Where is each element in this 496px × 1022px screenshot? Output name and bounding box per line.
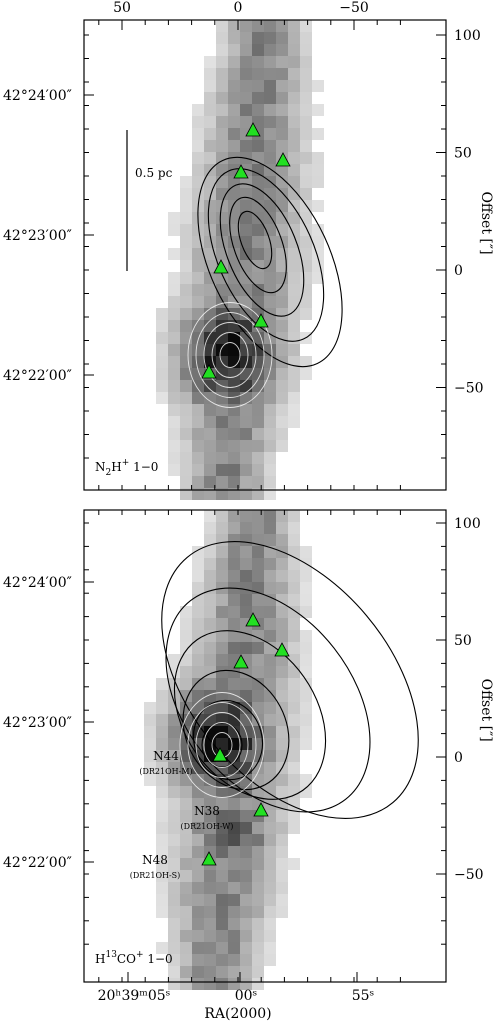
x-axis-label: RA(2000) bbox=[204, 1006, 271, 1022]
dec-tick-label: 42°23′00″ bbox=[3, 228, 72, 244]
source-sublabel: (DR21OH-S) bbox=[130, 871, 181, 880]
top-molecule-label: N2H+ 1−0 bbox=[95, 458, 158, 478]
panel-bottom: 100 50 0 −50 Offset [″] 42°24′00″ 42°23′00″ 42°… bbox=[3, 509, 494, 1004]
source-triangle bbox=[233, 164, 249, 179]
source-label: N48 bbox=[142, 853, 168, 867]
right-axis-tick-label: 100 bbox=[454, 516, 481, 532]
ra-tick-label: 00ˢ bbox=[235, 988, 258, 1004]
right-axis-tick-label: 0 bbox=[454, 263, 463, 279]
top-axis-tick-label: 50 bbox=[113, 0, 131, 16]
dec-tick-label: 42°23′00″ bbox=[3, 715, 72, 731]
sources: N44 (DR21OH-M) N38 (DR21OH-W) N48 (DR21OH-S) bbox=[130, 612, 290, 880]
source-label: N44 bbox=[153, 749, 179, 763]
right-axis-label: Offset [″] bbox=[478, 191, 494, 254]
top-axis-tick-label: −50 bbox=[339, 0, 369, 16]
plot-frame bbox=[83, 509, 447, 983]
right-axis-tick-label: −50 bbox=[454, 381, 484, 397]
source-sublabel: (DR21OH-W) bbox=[181, 822, 234, 831]
dec-tick-label: 42°22′00″ bbox=[3, 368, 72, 384]
ra-tick-label: 20ʰ39ᵐ05ˢ bbox=[98, 988, 171, 1004]
source-triangle bbox=[253, 313, 269, 328]
source-triangle bbox=[245, 612, 261, 627]
dec-tick-label: 42°24′00″ bbox=[3, 575, 72, 591]
source-triangle bbox=[233, 654, 249, 669]
source-triangle bbox=[274, 642, 290, 657]
sources bbox=[201, 122, 291, 379]
dec-tick-label: 42°24′00″ bbox=[3, 88, 72, 104]
source-triangle bbox=[212, 747, 228, 762]
source-sublabel: (DR21OH-M) bbox=[139, 767, 192, 776]
emission-map bbox=[156, 20, 324, 500]
bottom-molecule-label: H13CO+ 1−0 bbox=[95, 950, 173, 966]
right-axis-tick-label: 0 bbox=[454, 750, 463, 766]
contours bbox=[197, 156, 343, 368]
right-axis-tick-label: 50 bbox=[454, 146, 472, 162]
source-triangle bbox=[245, 122, 261, 137]
right-axis-tick-label: 100 bbox=[454, 28, 481, 44]
source-triangle bbox=[213, 259, 229, 274]
white-contours bbox=[187, 302, 273, 408]
source-label: N38 bbox=[194, 804, 220, 818]
source-triangle bbox=[201, 851, 217, 866]
source-triangle bbox=[275, 152, 291, 167]
panel-top: 50 0 −50 100 50 0 −50 Offset [″] 42°24′00″ 42°23′… bbox=[3, 0, 494, 500]
right-axis-tick-label: 50 bbox=[454, 633, 472, 649]
contours bbox=[161, 541, 419, 819]
source-triangle bbox=[253, 802, 269, 817]
right-axis-label: Offset [″] bbox=[478, 679, 494, 742]
ra-tick-label: 55ˢ bbox=[352, 988, 375, 1004]
source-triangle bbox=[201, 364, 217, 379]
right-axis-tick-label: −50 bbox=[454, 867, 484, 883]
dec-tick-label: 42°22′00″ bbox=[3, 855, 72, 871]
top-axis-tick-label: 0 bbox=[234, 0, 243, 16]
plot-frame bbox=[83, 19, 447, 491]
scalebar-label: 0.5 pc bbox=[135, 166, 173, 180]
